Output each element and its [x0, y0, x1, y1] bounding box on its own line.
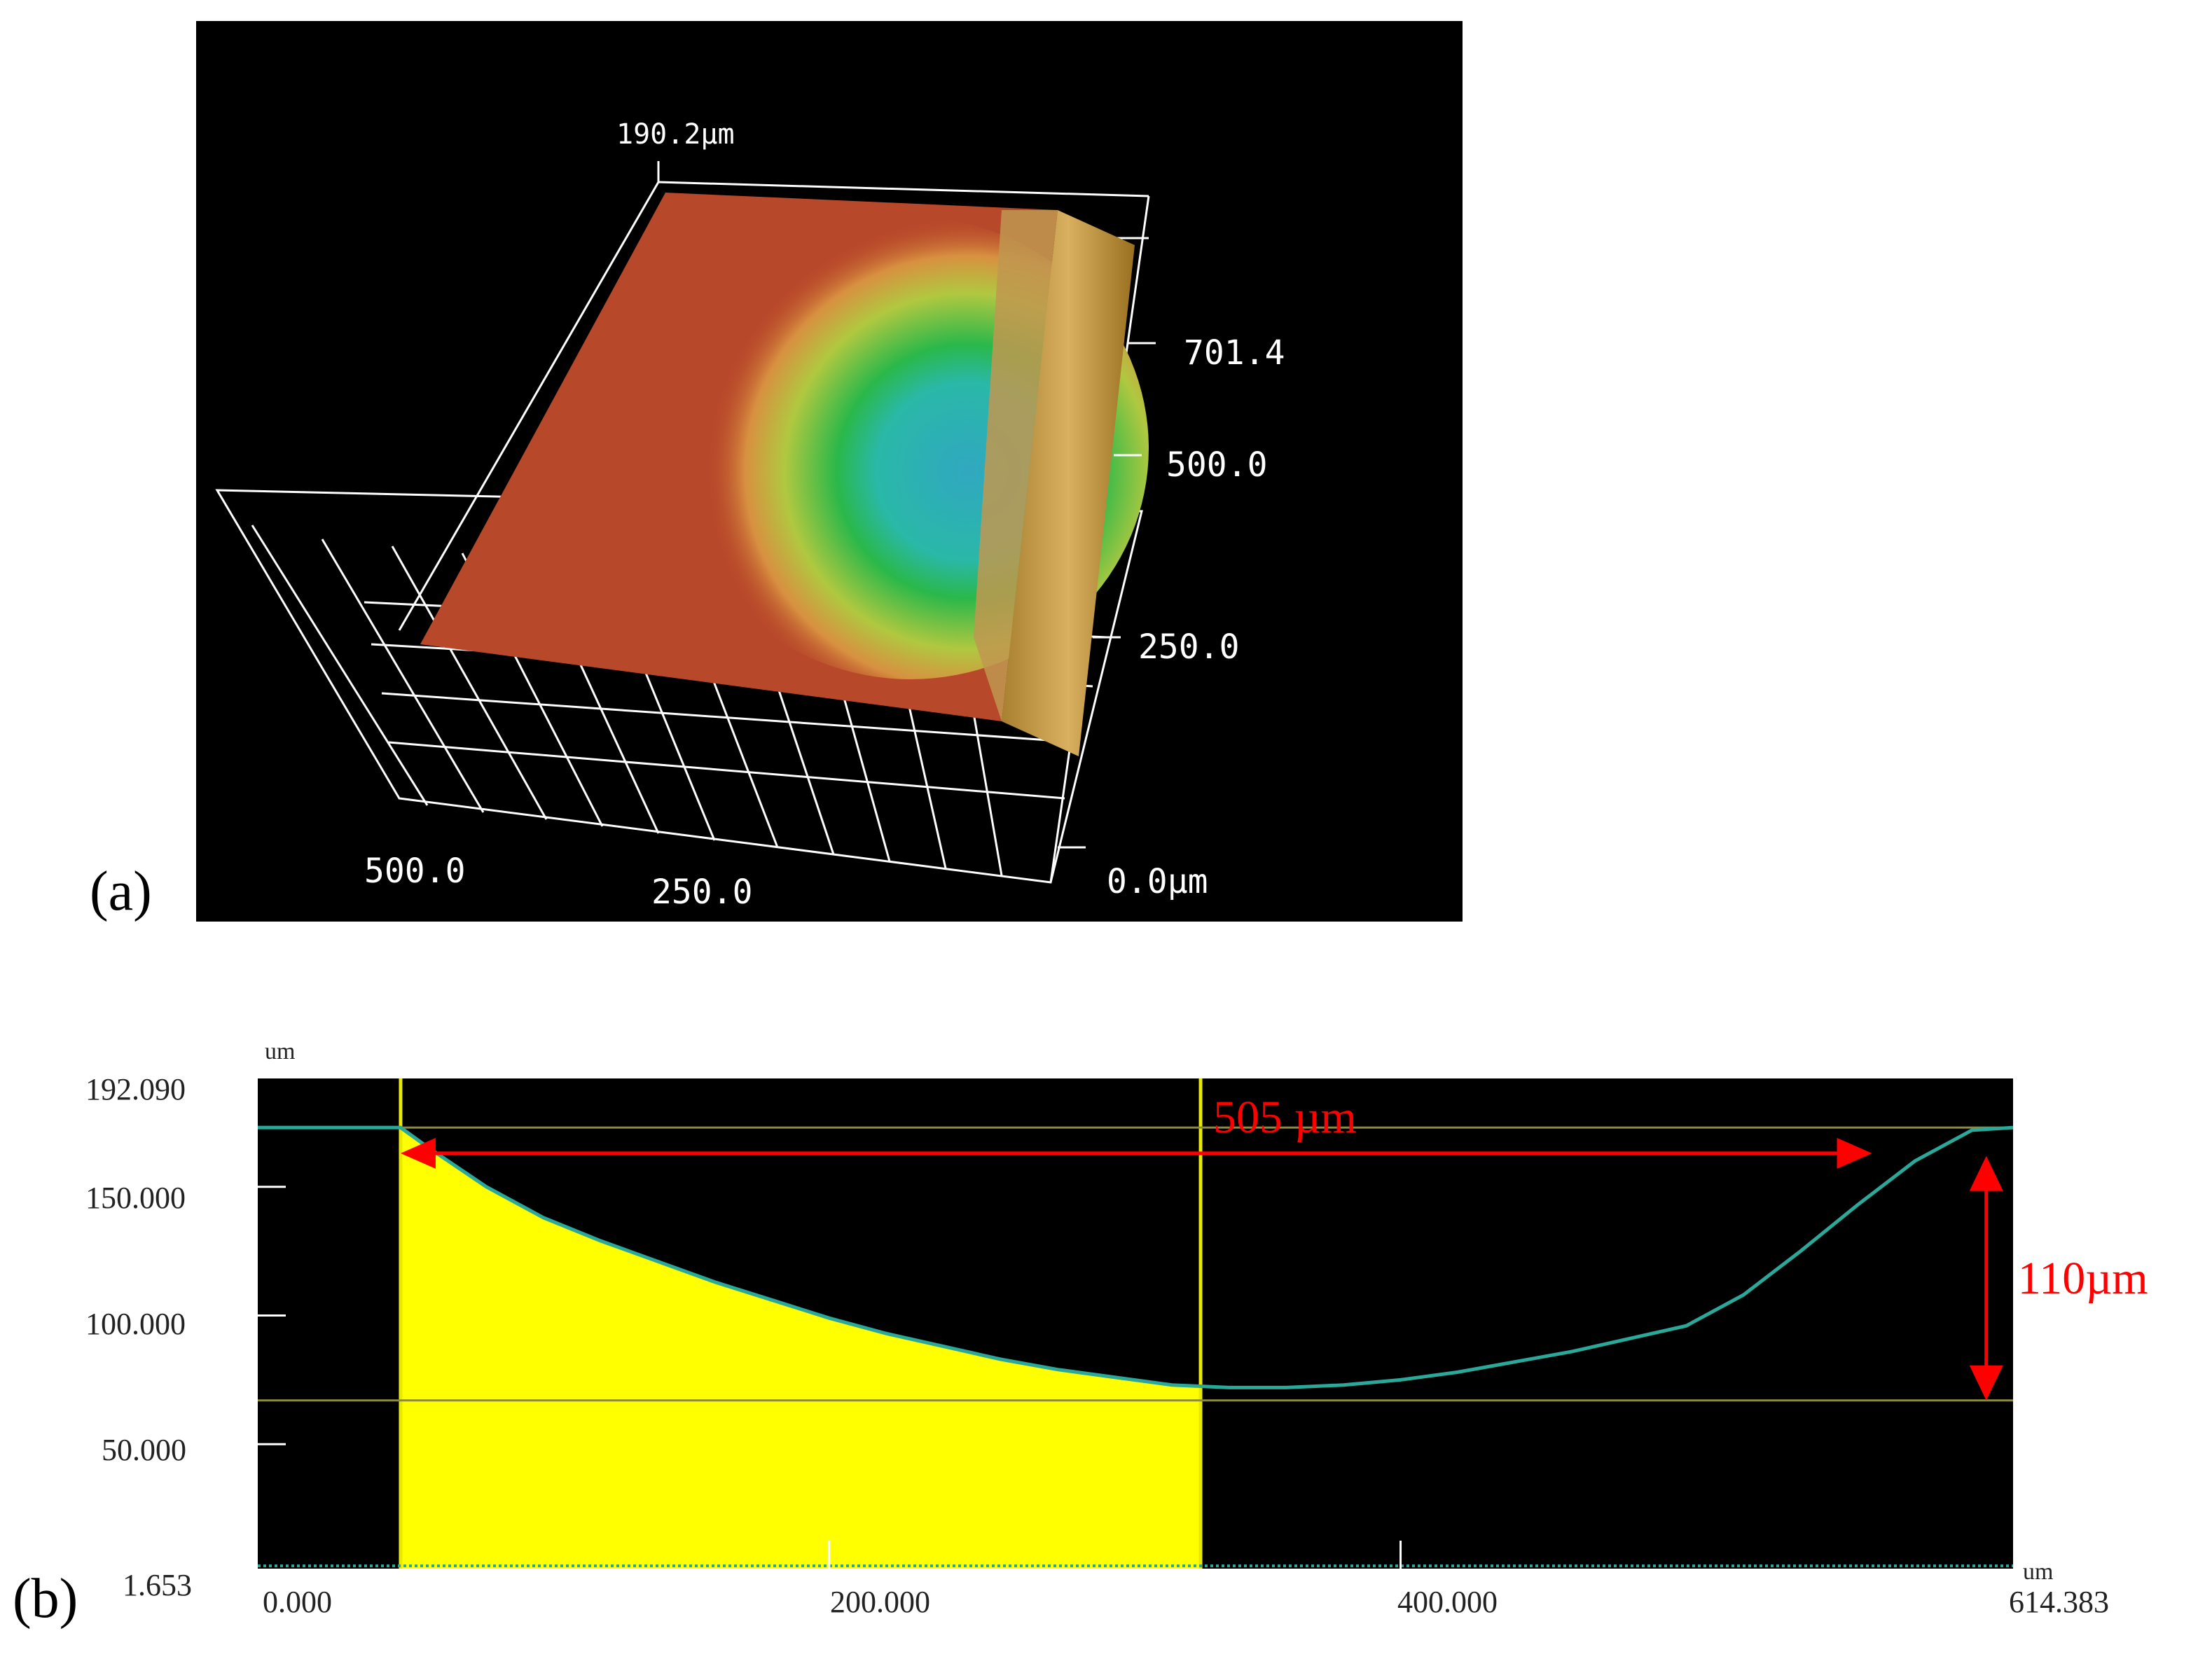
- x-unit-label: um: [2023, 1559, 2053, 1585]
- surface-3d-view: 190.2µm 701.4 500.0 250.0 500.0 250.0 0.…: [196, 21, 1463, 922]
- height-label: 190.2µm: [616, 118, 735, 151]
- y-tick-label-2: 100.000: [85, 1307, 186, 1341]
- panel-label-a: (a): [90, 861, 152, 922]
- y-tick-label-4: 1.653: [123, 1568, 192, 1602]
- y-tick-label-3: 50.000: [102, 1433, 186, 1467]
- depth-annotation-label: 110µm: [2018, 1253, 2148, 1304]
- y-axis-label-2: 250.0: [1138, 627, 1240, 667]
- x-tick-label-2: 400.000: [1397, 1585, 1498, 1619]
- surface-3d-svg: 190.2µm 701.4 500.0 250.0 500.0 250.0 0.…: [215, 118, 1285, 912]
- y-axis-label-0: 701.4: [1184, 333, 1285, 373]
- width-arrow-head-left: [400, 1137, 436, 1169]
- profile-chart: 505 µm 110µm um um 192.090 150.000 100.00…: [85, 1039, 2148, 1619]
- x-axis-label-1: 250.0: [651, 873, 753, 912]
- width-arrow-head-right: [1837, 1137, 1872, 1169]
- depth-arrow-head-bottom: [1969, 1365, 2003, 1401]
- shaded-region: [400, 1127, 1201, 1569]
- x-axis-label-0: 500.0: [364, 852, 466, 891]
- y-tick-label-0: 192.090: [85, 1072, 186, 1106]
- depth-arrow-head-top: [1969, 1155, 2003, 1191]
- x-tick-label-3: 614.383: [2009, 1585, 2109, 1619]
- profile-line: [258, 1125, 2014, 1389]
- bounding-box: [398, 161, 1150, 883]
- x-tick-label-1: 200.000: [830, 1585, 930, 1619]
- y-tick-label-1: 150.000: [85, 1181, 186, 1215]
- width-annotation-label: 505 µm: [1213, 1092, 1357, 1143]
- x-tick-label-0: 0.000: [263, 1585, 332, 1619]
- panel-label-b: (b): [13, 1568, 78, 1630]
- y-axis-label-1: 500.0: [1166, 445, 1268, 485]
- y-unit-label: um: [265, 1039, 295, 1064]
- edge-wall: [1002, 210, 1135, 756]
- x-axis-label-2: 0.0µm: [1107, 862, 1208, 901]
- edge-wall-front: [974, 210, 1058, 721]
- z-axis-ticks: [1058, 342, 1156, 849]
